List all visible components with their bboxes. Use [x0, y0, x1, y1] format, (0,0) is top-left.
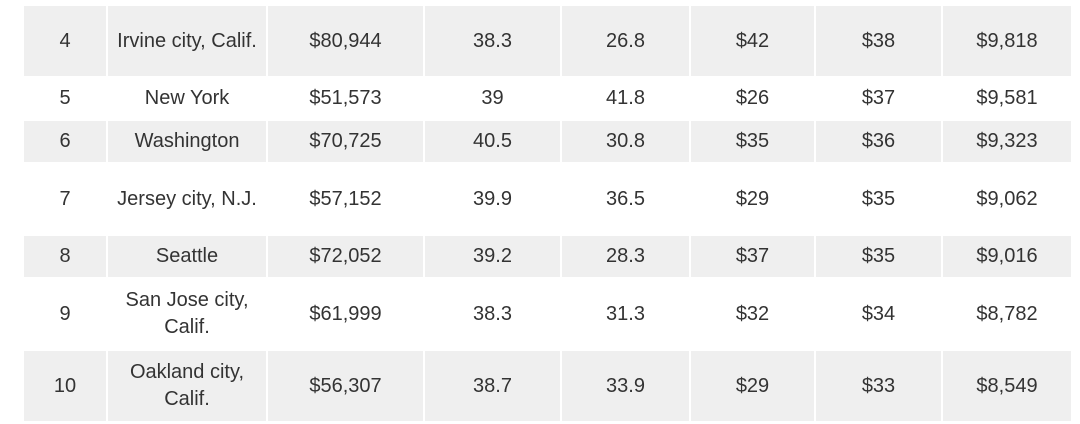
rank-cell: 8 — [24, 236, 106, 277]
city-cell: Seattle — [108, 236, 266, 277]
value-cell: $37 — [861, 87, 896, 109]
city-cell: New York — [144, 87, 230, 109]
table-row: 6 Washington $70,725 40.5 30.8 $35 $36 $9,323 — [24, 121, 1071, 162]
value-cell: $8,782 — [976, 302, 1038, 325]
table-row: 10 Oakland city, Calif. $56,307 38.7 33.9 $29… — [24, 351, 1071, 421]
table-body: 4 Irvine city, Calif. $80,944 38.3 26.8 $42 $3… — [24, 6, 1071, 421]
table-row: 8 Seattle $72,052 39.2 28.3 $37 $35 $9,016 — [24, 236, 1071, 277]
value-cell: 39.2 — [425, 236, 560, 277]
value-cell: 36.5 — [606, 187, 645, 210]
value-cell: $72,052 — [268, 236, 423, 277]
value-cell: $9,323 — [943, 121, 1071, 162]
value-cell: 41.8 — [606, 87, 645, 109]
table: 4 Irvine city, Calif. $80,944 38.3 26.8 $42 $3… — [22, 4, 1073, 423]
value-cell: $56,307 — [268, 351, 423, 421]
city-cell: Oakland city, Calif. — [108, 351, 266, 421]
table-row: 4 Irvine city, Calif. $80,944 38.3 26.8 $42 $3… — [24, 6, 1071, 76]
value-cell: $9,016 — [943, 236, 1071, 277]
value-cell: $80,944 — [268, 6, 423, 76]
value-cell: $34 — [861, 302, 896, 325]
rank-cell: 4 — [24, 6, 106, 76]
value-cell: $26 — [735, 87, 770, 109]
value-cell: $61,999 — [309, 302, 382, 325]
value-cell: 31.3 — [606, 302, 645, 325]
value-cell: 33.9 — [562, 351, 689, 421]
value-cell: $33 — [816, 351, 941, 421]
value-cell: $35 — [816, 236, 941, 277]
rank-cell: 7 — [59, 187, 71, 210]
value-cell: 39 — [481, 87, 504, 109]
value-cell: $57,152 — [309, 187, 382, 210]
table-container: 4 Irvine city, Calif. $80,944 38.3 26.8 $42 $3… — [22, 4, 1073, 423]
value-cell: 30.8 — [562, 121, 689, 162]
value-cell: $32 — [735, 302, 770, 325]
table-row: 7 Jersey city, N.J. $57,152 39.9 36.5 $29 $35 $… — [24, 164, 1071, 234]
value-cell: $35 — [861, 187, 896, 210]
value-cell: $36 — [816, 121, 941, 162]
value-cell: 40.5 — [425, 121, 560, 162]
value-cell: $35 — [691, 121, 814, 162]
table-row: 5 New York $51,573 39 41.8 $26 $37 $9,581 — [24, 78, 1071, 119]
city-cell: Jersey city, N.J. — [117, 187, 257, 210]
table-row: 9 San Jose city, Calif. $61,999 38.3 31.3 $32… — [24, 279, 1071, 349]
value-cell: $29 — [735, 187, 770, 210]
rank-cell: 6 — [24, 121, 106, 162]
value-cell: 28.3 — [562, 236, 689, 277]
value-cell: $9,581 — [976, 87, 1038, 109]
value-cell: $42 — [691, 6, 814, 76]
city-cell: Washington — [108, 121, 266, 162]
rank-cell: 10 — [24, 351, 106, 421]
value-cell: 38.3 — [425, 6, 560, 76]
rank-cell: 9 — [59, 302, 71, 325]
value-cell: 39.9 — [473, 187, 512, 210]
value-cell: $29 — [691, 351, 814, 421]
value-cell: $51,573 — [309, 87, 382, 109]
city-cell: Irvine city, Calif. — [108, 6, 266, 76]
value-cell: $70,725 — [268, 121, 423, 162]
value-cell: 38.3 — [473, 302, 512, 325]
value-cell: $9,062 — [976, 187, 1038, 210]
value-cell: $37 — [691, 236, 814, 277]
value-cell: 26.8 — [562, 6, 689, 76]
value-cell: $38 — [816, 6, 941, 76]
rank-cell: 5 — [59, 87, 71, 109]
value-cell: 38.7 — [425, 351, 560, 421]
value-cell: $9,818 — [943, 6, 1071, 76]
value-cell: $8,549 — [943, 351, 1071, 421]
city-cell: San Jose city, Calif. — [125, 289, 249, 338]
